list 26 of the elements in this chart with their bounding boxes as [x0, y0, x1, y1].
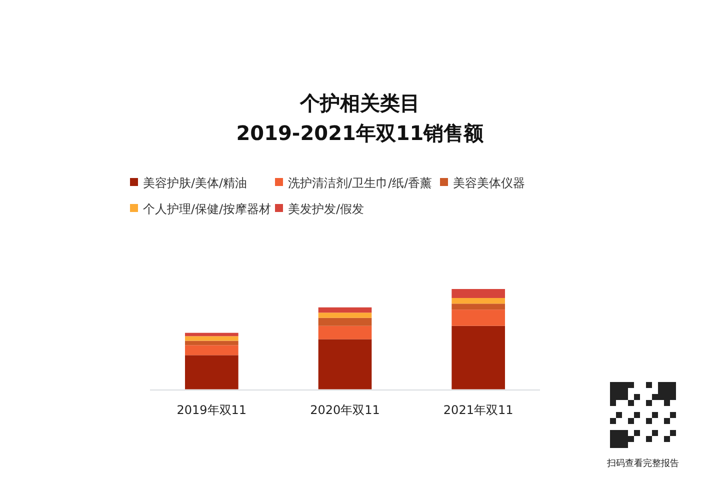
chart-title: 个护相关类目 [299, 91, 420, 115]
chart-subtitle: 2019-2021年双11销售额 [236, 121, 485, 145]
bar [185, 345, 238, 356]
bar [452, 326, 505, 390]
bar [452, 304, 505, 310]
text: 扫码查看完整报告 [606, 458, 679, 469]
bar [318, 326, 372, 340]
bar [185, 340, 238, 346]
bar [452, 298, 505, 304]
bar [318, 318, 372, 326]
x-tick-label: 2020年双11 [310, 403, 380, 417]
bar [185, 355, 238, 390]
bar [185, 332, 238, 336]
bar [318, 312, 372, 318]
bar [318, 339, 372, 390]
legend-label: 美容护肤/美体/精油 [143, 176, 248, 190]
bar [452, 289, 505, 298]
legend-label: 美容美体仪器 [453, 176, 525, 190]
x-tick-label: 2021年双11 [443, 403, 514, 417]
legend-label: 美发护发/假发 [288, 202, 364, 216]
legend-label: 个人护理/保健/按摩器材 [143, 202, 272, 216]
bar [318, 307, 372, 313]
bar [452, 310, 505, 326]
legend-label: 洗护清洁剂/卫生巾/纸/香薰 [288, 176, 432, 190]
x-tick-label: 2019年双11 [176, 403, 247, 417]
bar [185, 336, 238, 341]
